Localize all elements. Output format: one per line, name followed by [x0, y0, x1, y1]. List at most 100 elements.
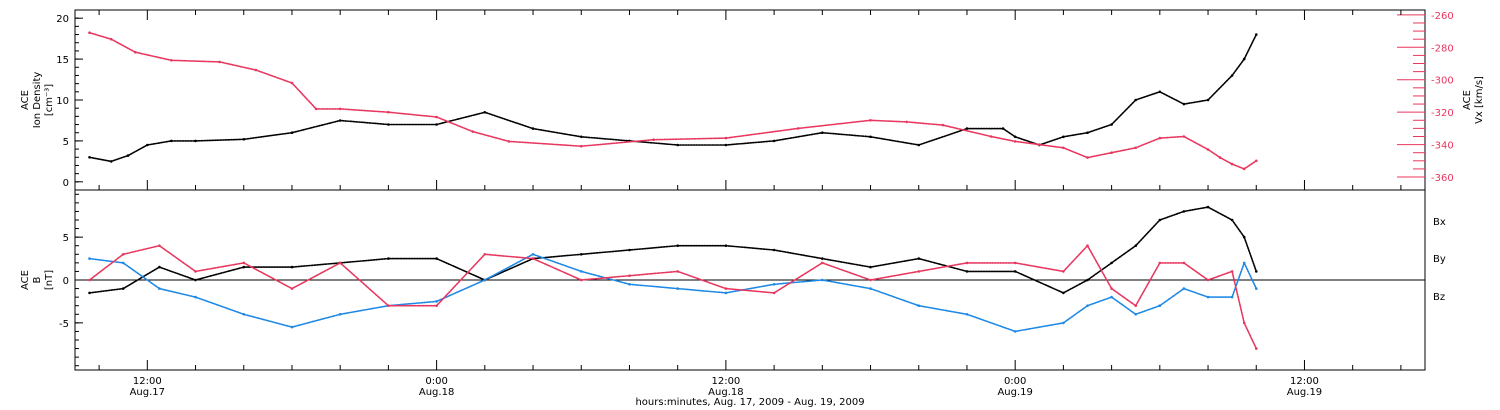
bottom-point-By-18	[917, 304, 921, 308]
top-point-0-17	[772, 139, 776, 143]
bottom-point-By-10	[531, 253, 535, 256]
bottom-ytick-label-1: 0	[63, 276, 69, 287]
top-point-0-16	[724, 143, 728, 147]
top-point-1-18	[905, 120, 908, 124]
bottom-point-By-2	[158, 287, 161, 290]
bottom-ytick-label-0: -5	[59, 319, 69, 330]
top-point-1-3	[170, 59, 173, 62]
bottom-point-Bz-8	[435, 304, 438, 308]
bottom-point-By-6	[338, 313, 342, 316]
bottom-point-Bx-21	[1062, 291, 1065, 295]
bottom-ylabel: ACE B [nT]	[20, 270, 55, 290]
bottom-point-Bz-18	[917, 270, 921, 273]
bottom-point-Bx-20	[1013, 270, 1017, 273]
bottom-point-By-28	[1230, 295, 1234, 299]
bottom-ylabel-line3: [nT]	[44, 270, 55, 290]
bottom-point-Bz-26	[1182, 261, 1186, 265]
top-point-1-27	[1158, 136, 1162, 140]
top-point-0-1	[109, 160, 113, 163]
bottom-point-By-29	[1242, 261, 1246, 265]
top-y2tick-label-5: -360	[1431, 173, 1454, 184]
bottom-point-Bx-17	[869, 265, 872, 269]
top-point-1-20	[989, 135, 993, 138]
bottom-point-By-22	[1086, 304, 1089, 308]
top-point-0-3	[146, 143, 149, 147]
bottom-point-Bz-5	[290, 287, 294, 290]
top-point-0-5	[194, 139, 197, 143]
bottom-point-By-20	[1013, 330, 1017, 333]
top-point-1-25	[1110, 151, 1113, 154]
bottom-point-Bz-1	[121, 253, 125, 256]
bottom-point-Bx-13	[676, 244, 679, 247]
top-point-1-13	[580, 144, 583, 148]
bottom-point-Bx-22	[1086, 278, 1089, 282]
bottom-point-Bx-5	[290, 265, 294, 269]
top-point-0-19	[869, 135, 872, 139]
top-point-0-18	[821, 131, 824, 134]
bottom-point-Bx-1	[121, 287, 125, 290]
xtick-date-4: Aug.19	[1287, 387, 1322, 398]
xtick-time-1: 0:00	[425, 376, 447, 387]
top-ytick-label-4: 20	[56, 14, 69, 25]
top-point-1-24	[1086, 156, 1089, 159]
bottom-point-By-23	[1110, 295, 1113, 299]
bottom-point-By-5	[290, 325, 294, 329]
top-point-0-32	[1230, 74, 1234, 77]
bottom-point-By-17	[869, 287, 872, 290]
top-point-1-0	[88, 31, 91, 34]
top-point-1-33	[1255, 159, 1258, 163]
bottom-point-By-4	[242, 313, 246, 316]
bottom-ylabel-line1: ACE	[20, 270, 31, 290]
top-point-1-7	[314, 107, 318, 111]
top-y2label-line1: ACE	[1462, 90, 1473, 110]
top-point-0-29	[1158, 90, 1162, 94]
bottom-point-Bz-14	[724, 287, 728, 290]
top-point-0-15	[676, 143, 679, 147]
bottom-left-axis: -5 0 5	[59, 193, 83, 367]
top-point-0-8	[338, 119, 342, 122]
bottom-point-By-16	[821, 278, 824, 282]
top-ytick-label-1: 5	[63, 137, 69, 148]
bottom-series-line-By	[88, 253, 1258, 333]
bottom-point-Bx-7	[387, 257, 390, 260]
bottom-point-Bx-12	[628, 248, 631, 252]
top-y2label: ACE Vx [km/s]	[1462, 76, 1485, 124]
xtick-date-0: Aug.17	[130, 387, 165, 398]
x-axis: 12:00Aug.170:00Aug.1812:00Aug.180:00Aug.…	[98, 10, 1402, 398]
bottom-point-Bz-11	[580, 278, 583, 282]
top-point-0-7	[290, 131, 294, 134]
bottom-point-By-3	[194, 295, 197, 299]
bottom-point-Bx-28	[1230, 218, 1234, 222]
top-y2tick-label-3: -320	[1431, 108, 1454, 119]
bottom-point-Bx-24	[1134, 244, 1137, 247]
top-point-1-6	[290, 81, 294, 85]
bottom-point-Bz-22	[1086, 244, 1089, 247]
bottom-point-Bx-4	[242, 265, 246, 269]
bottom-point-Bz-12	[628, 274, 631, 278]
top-point-1-5	[254, 68, 258, 72]
bottom-point-By-8	[435, 300, 438, 303]
top-point-1-22	[1038, 143, 1041, 146]
bottom-point-Bx-2	[158, 265, 161, 269]
bottom-point-Bz-27	[1206, 278, 1210, 282]
bottom-point-Bz-6	[338, 261, 342, 265]
bottom-point-Bz-17	[869, 278, 872, 282]
top-point-1-31	[1230, 162, 1234, 166]
top-point-0-2	[126, 154, 130, 157]
top-point-1-19	[941, 123, 945, 127]
top-point-0-34	[1255, 33, 1258, 36]
xtick-date-3: Aug.19	[997, 387, 1032, 398]
top-point-0-30	[1182, 102, 1186, 106]
bottom-point-Bx-11	[580, 253, 583, 256]
bottom-point-By-21	[1062, 321, 1065, 325]
top-left-axis: 0 5 10 15 20	[56, 14, 83, 189]
bottom-point-By-9	[483, 278, 487, 282]
bottom-point-Bx-16	[821, 257, 824, 260]
bottom-point-Bz-25	[1158, 261, 1162, 265]
xtick-time-0: 12:00	[133, 376, 162, 387]
bottom-point-Bz-15	[772, 291, 776, 295]
top-point-1-14	[652, 138, 655, 141]
bottom-point-Bx-30	[1255, 270, 1258, 273]
top-ytick-label-2: 10	[56, 96, 69, 107]
